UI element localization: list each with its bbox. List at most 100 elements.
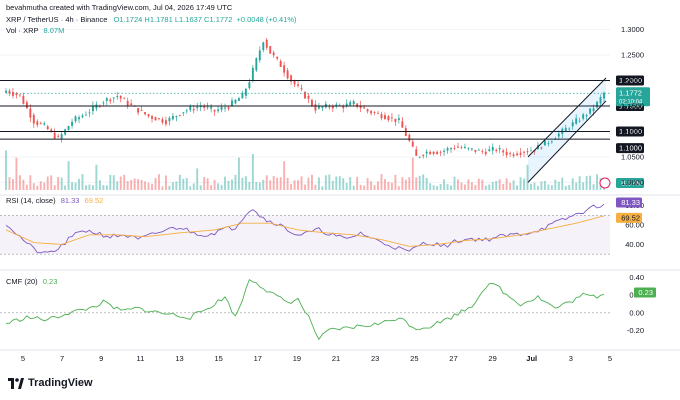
- volume-bar: [342, 178, 345, 190]
- candle-body: [488, 149, 491, 152]
- volume-bar: [429, 183, 432, 190]
- candle-body: [585, 115, 588, 117]
- candle-body: [67, 126, 70, 131]
- candle-body: [272, 52, 275, 56]
- candle-body: [85, 114, 87, 116]
- volume-bar: [133, 178, 136, 190]
- candle-body: [102, 102, 105, 104]
- rsi-label[interactable]: RSI (14, close): [6, 196, 56, 205]
- candle-body: [237, 98, 240, 101]
- volume-bar: [370, 181, 373, 190]
- candle-body: [307, 95, 310, 99]
- candle-body: [32, 114, 35, 124]
- candle-body: [429, 151, 432, 155]
- candle-body: [484, 151, 487, 155]
- candle-body: [248, 82, 251, 89]
- candle-body: [477, 149, 480, 151]
- candle-body: [18, 94, 21, 96]
- candle-body: [425, 151, 428, 154]
- brand-name: TradingView: [28, 377, 93, 389]
- candle-body: [15, 93, 18, 96]
- candle-body: [283, 65, 286, 73]
- symbol-name[interactable]: XRP / TetherUS · 4h · Binance: [6, 15, 108, 24]
- volume-bar: [530, 183, 532, 190]
- candle-body: [314, 104, 317, 111]
- candle-body: [74, 116, 77, 122]
- volume-bar: [206, 178, 209, 190]
- rsi-value-tag-label: 81.33: [621, 198, 640, 207]
- volume-bar: [50, 175, 53, 190]
- candle-body: [43, 123, 46, 125]
- volume-bar: [116, 181, 119, 190]
- volume-bar: [533, 182, 536, 190]
- candle-body: [470, 148, 473, 150]
- volume-bar: [425, 177, 428, 190]
- volume-bar: [15, 157, 18, 190]
- candle-body: [286, 70, 289, 79]
- level-tag: [616, 143, 644, 154]
- time-tick-label: Jul: [526, 354, 537, 363]
- candle-body: [564, 127, 567, 132]
- channel-fill: [528, 78, 606, 183]
- volume-bar: [81, 174, 84, 190]
- candle-body: [547, 143, 550, 145]
- level-tag: [616, 126, 644, 137]
- candle-body: [258, 50, 261, 61]
- candle-body: [592, 108, 595, 112]
- volume-bar: [91, 185, 94, 190]
- volume-bar: [144, 181, 147, 190]
- volume-bar: [477, 178, 480, 190]
- volume-bar: [460, 182, 463, 190]
- candle-body: [491, 147, 494, 151]
- volume-bar: [516, 185, 519, 190]
- volume-bar: [307, 177, 310, 190]
- volume-bar: [439, 184, 442, 190]
- candle-body: [446, 148, 449, 151]
- rsi-value-tag: [616, 197, 642, 208]
- volume-bar: [234, 174, 237, 190]
- level-tag: [616, 75, 644, 86]
- cmf-value-tag: [634, 287, 656, 298]
- volume-bar: [279, 177, 282, 190]
- candle-body: [161, 119, 164, 123]
- volume-bar: [446, 184, 449, 190]
- candle-body: [171, 115, 174, 120]
- time-tick-label: 13: [175, 354, 183, 363]
- volume-bar: [349, 177, 352, 190]
- volume-bar: [88, 184, 91, 190]
- volume-bar: [557, 181, 560, 190]
- time-tick-label: 25: [410, 354, 418, 363]
- volume-bar: [123, 174, 126, 190]
- volume-bar: [147, 182, 150, 190]
- volume-bar: [251, 154, 254, 190]
- volume-bar: [237, 157, 240, 190]
- tradingview-logo[interactable]: TradingView: [8, 377, 93, 389]
- volume-bar: [502, 183, 505, 190]
- symbol-line: XRP / TetherUS · 4h · Binance O1.1724 H1…: [6, 15, 297, 25]
- ascending-channel: [527, 77, 607, 183]
- candle-body: [95, 104, 98, 109]
- volume-bar: [356, 176, 359, 190]
- volume-bar: [213, 179, 216, 190]
- volume-bar: [5, 150, 7, 190]
- time-tick-label: 29: [488, 354, 496, 363]
- volume-bar: [470, 182, 473, 190]
- volume-bar: [297, 180, 299, 190]
- cmf-pane: 0.400.200.00-0.200.23: [0, 269, 680, 341]
- candle-body: [415, 149, 418, 156]
- candle-body: [457, 146, 459, 148]
- volume-bar: [12, 179, 14, 190]
- volume-label[interactable]: Vol · XRP: [6, 26, 39, 35]
- candle-body: [60, 134, 63, 140]
- candle-body: [255, 58, 258, 71]
- volume-bar: [523, 178, 525, 190]
- candle-body: [460, 147, 463, 149]
- volume-bar: [168, 185, 171, 190]
- volume-bar: [158, 174, 160, 190]
- channel-lower-line: [527, 100, 607, 183]
- cmf-label[interactable]: CMF (20): [6, 277, 38, 286]
- level-tag-label: 1.2000: [619, 76, 642, 85]
- candle-body: [88, 112, 91, 114]
